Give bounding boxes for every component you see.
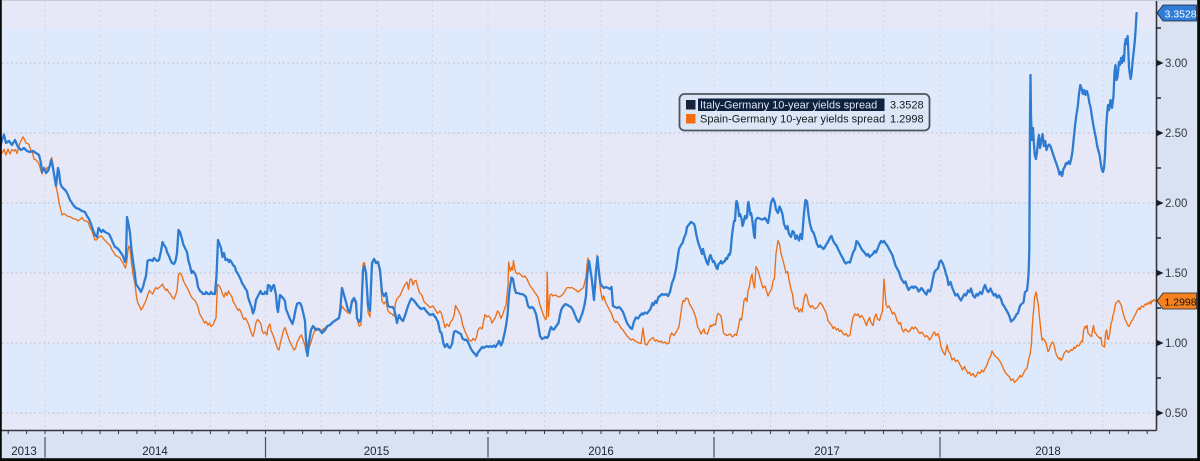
svg-text:2015: 2015 <box>364 446 390 458</box>
svg-text:2014: 2014 <box>142 446 168 458</box>
svg-text:Italy-Germany 10-year yields s: Italy-Germany 10-year yields spread <box>700 100 877 112</box>
svg-text:2013: 2013 <box>11 446 37 458</box>
svg-text:3.3528: 3.3528 <box>890 100 924 112</box>
svg-text:1.2998: 1.2998 <box>890 114 924 126</box>
svg-text:3.3528: 3.3528 <box>1165 9 1197 21</box>
svg-text:2018: 2018 <box>1035 446 1061 458</box>
svg-text:2016: 2016 <box>588 446 614 458</box>
svg-text:3.00: 3.00 <box>1165 58 1187 70</box>
svg-text:0.50: 0.50 <box>1165 408 1187 420</box>
svg-text:Spain-Germany 10-year yields s: Spain-Germany 10-year yields spread <box>700 114 885 126</box>
svg-text:1.00: 1.00 <box>1165 338 1187 350</box>
svg-text:1.2998: 1.2998 <box>1165 297 1197 309</box>
svg-text:2017: 2017 <box>814 446 840 458</box>
svg-text:2.00: 2.00 <box>1165 198 1187 210</box>
svg-text:1.50: 1.50 <box>1165 268 1187 280</box>
svg-text:2.50: 2.50 <box>1165 128 1187 140</box>
